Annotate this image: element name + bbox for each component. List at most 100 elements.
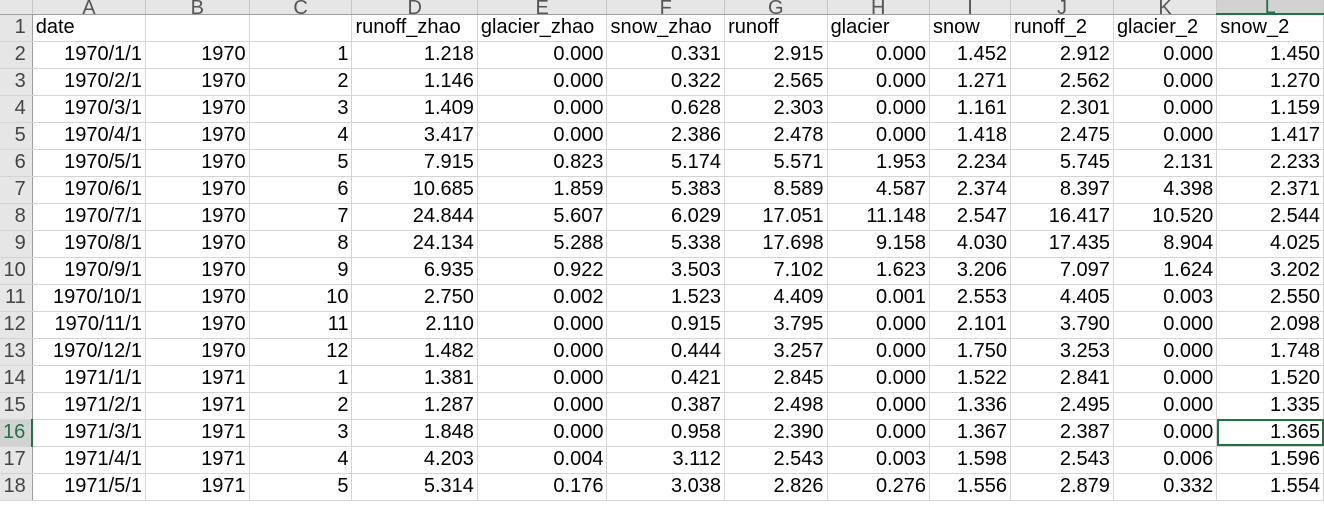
cell-c18[interactable]: 5 <box>249 473 353 501</box>
cell-d15[interactable]: 1.287 <box>351 392 478 420</box>
cell-l12[interactable]: 2.098 <box>1216 311 1324 339</box>
cell-b9[interactable]: 1970 <box>145 230 250 258</box>
cell-g6[interactable]: 5.571 <box>724 149 828 177</box>
cell-k9[interactable]: 8.904 <box>1113 230 1218 258</box>
cell-h12[interactable]: 0.000 <box>827 311 931 339</box>
cell-a5[interactable]: 1970/4/1 <box>32 122 146 150</box>
cell-k14[interactable]: 0.000 <box>1113 365 1218 393</box>
cell-g4[interactable]: 2.303 <box>724 95 828 123</box>
cell-l6[interactable]: 2.233 <box>1216 149 1324 177</box>
cell-d13[interactable]: 1.482 <box>351 338 478 366</box>
cell-h5[interactable]: 0.000 <box>827 122 931 150</box>
cell-d8[interactable]: 24.844 <box>351 203 478 231</box>
cell-i13[interactable]: 1.750 <box>929 338 1011 366</box>
cell-k2[interactable]: 0.000 <box>1113 41 1218 69</box>
cell-a11[interactable]: 1970/10/1 <box>32 284 146 312</box>
cell-e16[interactable]: 0.000 <box>477 419 608 447</box>
cell-a10[interactable]: 1970/9/1 <box>32 257 146 285</box>
cell-i14[interactable]: 1.522 <box>929 365 1011 393</box>
cell-j7[interactable]: 8.397 <box>1010 176 1114 204</box>
cell-b6[interactable]: 1970 <box>145 149 250 177</box>
cell-k12[interactable]: 0.000 <box>1113 311 1218 339</box>
cell-d7[interactable]: 10.685 <box>351 176 478 204</box>
cell-k3[interactable]: 0.000 <box>1113 68 1218 96</box>
cell-l9[interactable]: 4.025 <box>1216 230 1324 258</box>
row-header-5[interactable]: 5 <box>0 122 33 150</box>
cell-h17[interactable]: 0.003 <box>827 446 931 474</box>
cell-f15[interactable]: 0.387 <box>606 392 726 420</box>
cell-b18[interactable]: 1971 <box>145 473 250 501</box>
cell-h7[interactable]: 4.587 <box>827 176 931 204</box>
cell-a18[interactable]: 1971/5/1 <box>32 473 146 501</box>
cell-b8[interactable]: 1970 <box>145 203 250 231</box>
cell-l4[interactable]: 1.159 <box>1216 95 1324 123</box>
cell-l1[interactable]: snow_2 <box>1216 14 1324 42</box>
cell-l18[interactable]: 1.554 <box>1216 473 1324 501</box>
cell-l3[interactable]: 1.270 <box>1216 68 1324 96</box>
cell-g7[interactable]: 8.589 <box>724 176 828 204</box>
cell-b16[interactable]: 1971 <box>145 419 250 447</box>
column-header-k[interactable]: K <box>1113 0 1218 15</box>
cell-c17[interactable]: 4 <box>249 446 353 474</box>
cell-l14[interactable]: 1.520 <box>1216 365 1324 393</box>
cell-e14[interactable]: 0.000 <box>477 365 608 393</box>
cell-j17[interactable]: 2.543 <box>1010 446 1114 474</box>
cell-a7[interactable]: 1970/6/1 <box>32 176 146 204</box>
cell-i10[interactable]: 3.206 <box>929 257 1011 285</box>
row-header-10[interactable]: 10 <box>0 257 33 285</box>
cell-g5[interactable]: 2.478 <box>724 122 828 150</box>
cell-a14[interactable]: 1971/1/1 <box>32 365 146 393</box>
cell-l8[interactable]: 2.544 <box>1216 203 1324 231</box>
cell-a17[interactable]: 1971/4/1 <box>32 446 146 474</box>
cell-j5[interactable]: 2.475 <box>1010 122 1114 150</box>
cell-d11[interactable]: 2.750 <box>351 284 478 312</box>
cell-i8[interactable]: 2.547 <box>929 203 1011 231</box>
row-header-14[interactable]: 14 <box>0 365 33 393</box>
cell-c2[interactable]: 1 <box>249 41 353 69</box>
cell-h9[interactable]: 9.158 <box>827 230 931 258</box>
cell-k8[interactable]: 10.520 <box>1113 203 1218 231</box>
cell-h15[interactable]: 0.000 <box>827 392 931 420</box>
cell-f3[interactable]: 0.322 <box>606 68 726 96</box>
cell-k16[interactable]: 0.000 <box>1113 419 1218 447</box>
cell-a6[interactable]: 1970/5/1 <box>32 149 146 177</box>
cell-j2[interactable]: 2.912 <box>1010 41 1114 69</box>
cell-a15[interactable]: 1971/2/1 <box>32 392 146 420</box>
cell-b15[interactable]: 1971 <box>145 392 250 420</box>
cell-i9[interactable]: 4.030 <box>929 230 1011 258</box>
cell-k10[interactable]: 1.624 <box>1113 257 1218 285</box>
column-header-b[interactable]: B <box>145 0 250 15</box>
cell-f14[interactable]: 0.421 <box>606 365 726 393</box>
row-header-3[interactable]: 3 <box>0 68 33 96</box>
cell-c15[interactable]: 2 <box>249 392 353 420</box>
row-header-7[interactable]: 7 <box>0 176 33 204</box>
column-header-c[interactable]: C <box>249 0 353 15</box>
cell-f9[interactable]: 5.338 <box>606 230 726 258</box>
cell-d16[interactable]: 1.848 <box>351 419 478 447</box>
cell-a16[interactable]: 1971/3/1 <box>32 419 146 447</box>
cell-d6[interactable]: 7.915 <box>351 149 478 177</box>
cell-h6[interactable]: 1.953 <box>827 149 931 177</box>
cell-g12[interactable]: 3.795 <box>724 311 828 339</box>
cell-f8[interactable]: 6.029 <box>606 203 726 231</box>
cell-b14[interactable]: 1971 <box>145 365 250 393</box>
cell-g15[interactable]: 2.498 <box>724 392 828 420</box>
cell-g1[interactable]: runoff <box>724 14 828 42</box>
cell-b4[interactable]: 1970 <box>145 95 250 123</box>
cell-d18[interactable]: 5.314 <box>351 473 478 501</box>
cell-i7[interactable]: 2.374 <box>929 176 1011 204</box>
cell-b10[interactable]: 1970 <box>145 257 250 285</box>
cell-f12[interactable]: 0.915 <box>606 311 726 339</box>
cell-j14[interactable]: 2.841 <box>1010 365 1114 393</box>
cell-d14[interactable]: 1.381 <box>351 365 478 393</box>
row-header-4[interactable]: 4 <box>0 95 33 123</box>
cell-a1[interactable]: date <box>32 14 146 42</box>
cell-h16[interactable]: 0.000 <box>827 419 931 447</box>
cell-k7[interactable]: 4.398 <box>1113 176 1218 204</box>
cell-k17[interactable]: 0.006 <box>1113 446 1218 474</box>
cell-i1[interactable]: snow <box>929 14 1011 42</box>
cell-l16[interactable]: 1.365 <box>1216 419 1324 447</box>
select-all-corner[interactable] <box>0 0 33 15</box>
cell-b7[interactable]: 1970 <box>145 176 250 204</box>
cell-f4[interactable]: 0.628 <box>606 95 726 123</box>
